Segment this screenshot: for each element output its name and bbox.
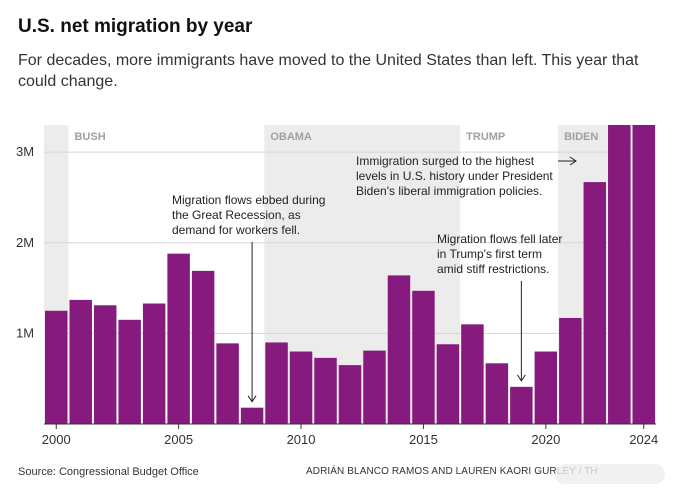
trump-era-label: TRUMP (466, 131, 505, 143)
bar-2004 (142, 303, 166, 424)
obama-era-label: OBAMA (270, 131, 312, 143)
bar-2009 (265, 342, 288, 424)
bar-2021 (559, 317, 582, 424)
annotation-text: Immigration surged to the highest levels … (356, 154, 553, 198)
bush-era-label: BUSH (74, 131, 105, 143)
bar-2011 (314, 357, 337, 424)
y-tick-label: 2M (16, 235, 34, 250)
x-tick-label: 2020 (531, 432, 560, 447)
bar-2002 (93, 305, 117, 424)
bar-2024 (632, 125, 655, 424)
x-tick-label: 2015 (409, 432, 438, 447)
bar-2008 (240, 407, 264, 424)
bar-2012 (338, 365, 362, 424)
bar-2005 (167, 253, 190, 424)
bar-2019 (510, 386, 533, 424)
bar-2022 (583, 182, 607, 424)
biden-era-label: BIDEN (564, 131, 598, 143)
bar-2017 (461, 324, 484, 424)
annotation-arrowhead (569, 156, 577, 166)
bar-2000 (45, 310, 68, 424)
x-tick-label: 2000 (42, 432, 71, 447)
bar-2020 (534, 351, 558, 424)
bar-2023 (608, 125, 631, 424)
bar-2006 (191, 270, 215, 424)
watermark-badge (555, 464, 665, 484)
x-tick-label: 2010 (287, 432, 316, 447)
annotation-arrowhead (516, 374, 526, 382)
bar-2010 (289, 351, 313, 424)
y-tick-label: 1M (16, 325, 34, 340)
annotation-arrowhead (247, 395, 257, 403)
y-tick-label: 3M (16, 144, 34, 159)
byline-credit: ADRIÁN BLANCO RAMOS AND LAUREN KAORI GUR… (306, 466, 598, 477)
chart-title: U.S. net migration by year (18, 16, 253, 37)
bar-2018 (485, 363, 509, 424)
annotation-text: Migration flows fell later in Trump's fir… (437, 232, 562, 276)
bar-2013 (363, 350, 386, 424)
bar-2001 (69, 299, 92, 424)
x-tick-label: 2005 (164, 432, 193, 447)
bar-2007 (216, 343, 239, 424)
bar-2015 (412, 290, 435, 424)
bar-2003 (118, 319, 141, 424)
bar-2014 (387, 275, 411, 424)
annotation-text: Migration flows ebbed during the Great Re… (172, 193, 325, 237)
x-tick-label: 2024 (629, 432, 658, 447)
bar-2016 (436, 344, 460, 424)
chart-subtitle: For decades, more immigrants have moved … (18, 52, 639, 90)
source-note: Source: Congressional Budget Office (18, 466, 199, 478)
